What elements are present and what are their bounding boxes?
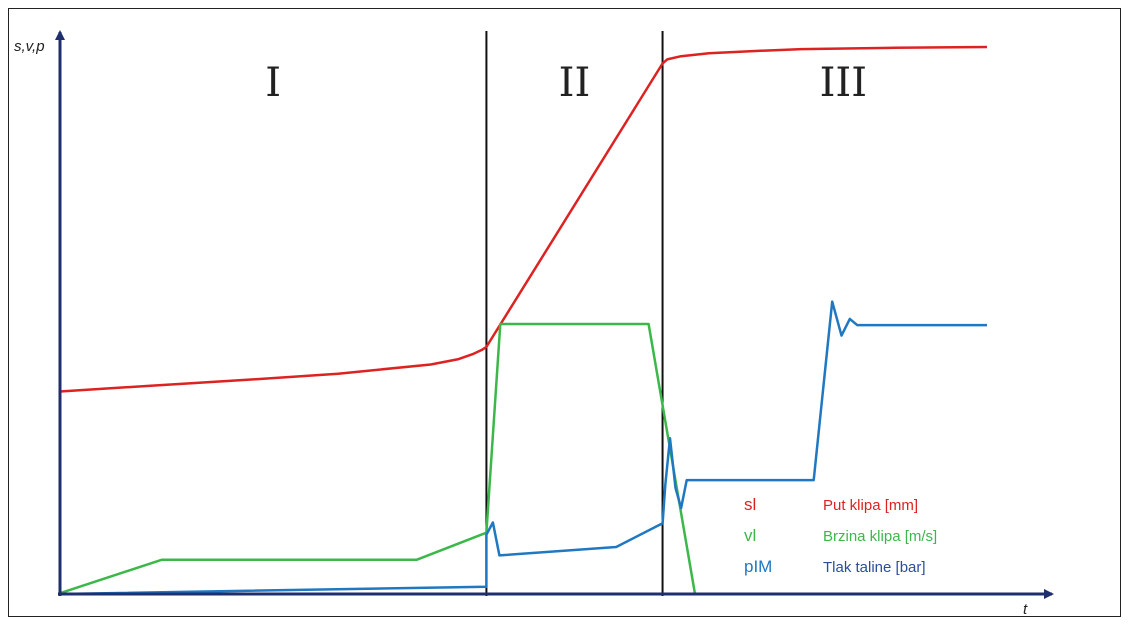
legend-label-pIM: Tlak taline [bar] [823, 559, 926, 576]
legend-label-vl: Brzina klipa [m/s] [823, 528, 937, 545]
phase-label-3: III [820, 60, 867, 106]
series-line-vl [59, 322, 697, 595]
phase-label-2: II [559, 60, 591, 106]
phase-label-1: I [265, 60, 281, 106]
x-axis-label: t [1023, 601, 1028, 618]
legend-label-sl: Put klipa [mm] [823, 497, 918, 514]
legend-symbol-vl: vl [744, 526, 756, 545]
y-axis-label: s,v,p [14, 38, 45, 55]
legend-symbol-pIM: pIM [744, 557, 772, 576]
chart-frame [8, 8, 1121, 617]
series-line-pIM [59, 300, 987, 596]
series-line-sl [59, 45, 988, 393]
legend-symbol-sl: sl [744, 495, 756, 514]
